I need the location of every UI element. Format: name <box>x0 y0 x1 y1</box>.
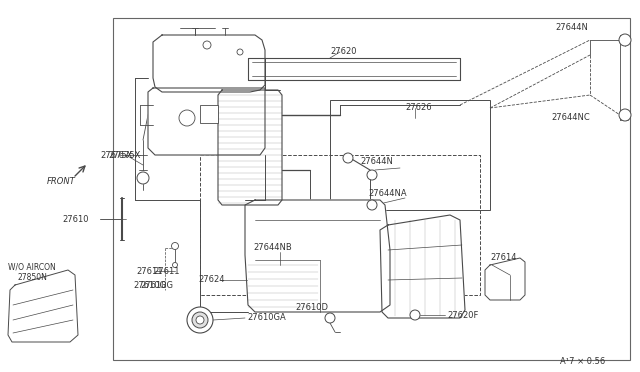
Circle shape <box>367 170 377 180</box>
Circle shape <box>203 41 211 49</box>
Text: W/O AIRCON: W/O AIRCON <box>8 263 56 272</box>
Polygon shape <box>8 270 78 342</box>
Text: FRONT: FRONT <box>47 177 76 186</box>
Text: A¹7 × 0.56: A¹7 × 0.56 <box>560 357 605 366</box>
Text: 27610G: 27610G <box>133 280 166 289</box>
Circle shape <box>187 307 213 333</box>
Circle shape <box>410 310 420 320</box>
Text: 27611: 27611 <box>136 266 163 276</box>
Circle shape <box>619 109 631 121</box>
Polygon shape <box>245 200 390 312</box>
Text: 27626: 27626 <box>405 103 431 112</box>
Circle shape <box>137 172 149 184</box>
Text: 27644NA: 27644NA <box>368 189 406 198</box>
Bar <box>200 155 480 295</box>
Text: 27675X: 27675X <box>100 151 132 160</box>
Circle shape <box>619 34 631 46</box>
Text: 27610GA: 27610GA <box>247 314 285 323</box>
Circle shape <box>237 49 243 55</box>
Text: 27624: 27624 <box>198 276 225 285</box>
Text: 27611: 27611 <box>153 266 179 276</box>
Bar <box>200 105 218 123</box>
Text: 27614: 27614 <box>490 253 516 263</box>
Text: 27610G: 27610G <box>140 280 173 289</box>
Text: 27610: 27610 <box>62 215 88 224</box>
Circle shape <box>192 312 208 328</box>
Text: 27850N: 27850N <box>18 273 48 282</box>
Circle shape <box>179 110 195 126</box>
Text: 27620F: 27620F <box>447 311 478 320</box>
Circle shape <box>343 153 353 163</box>
Circle shape <box>325 313 335 323</box>
Polygon shape <box>485 258 525 300</box>
Text: 27644NB: 27644NB <box>253 244 292 253</box>
Text: 27675X: 27675X <box>108 151 140 160</box>
Polygon shape <box>380 215 465 318</box>
Text: 27620: 27620 <box>330 48 356 57</box>
Polygon shape <box>153 35 265 92</box>
Bar <box>113 18 630 360</box>
Polygon shape <box>218 90 282 205</box>
Circle shape <box>172 243 179 250</box>
Text: 27610D: 27610D <box>295 304 328 312</box>
Text: 27644N: 27644N <box>360 157 393 167</box>
Circle shape <box>196 316 204 324</box>
Text: 27644NC: 27644NC <box>551 113 589 122</box>
Polygon shape <box>148 88 265 155</box>
Text: 27644N: 27644N <box>555 23 588 32</box>
Circle shape <box>367 200 377 210</box>
Circle shape <box>173 263 177 267</box>
Bar <box>330 100 490 210</box>
